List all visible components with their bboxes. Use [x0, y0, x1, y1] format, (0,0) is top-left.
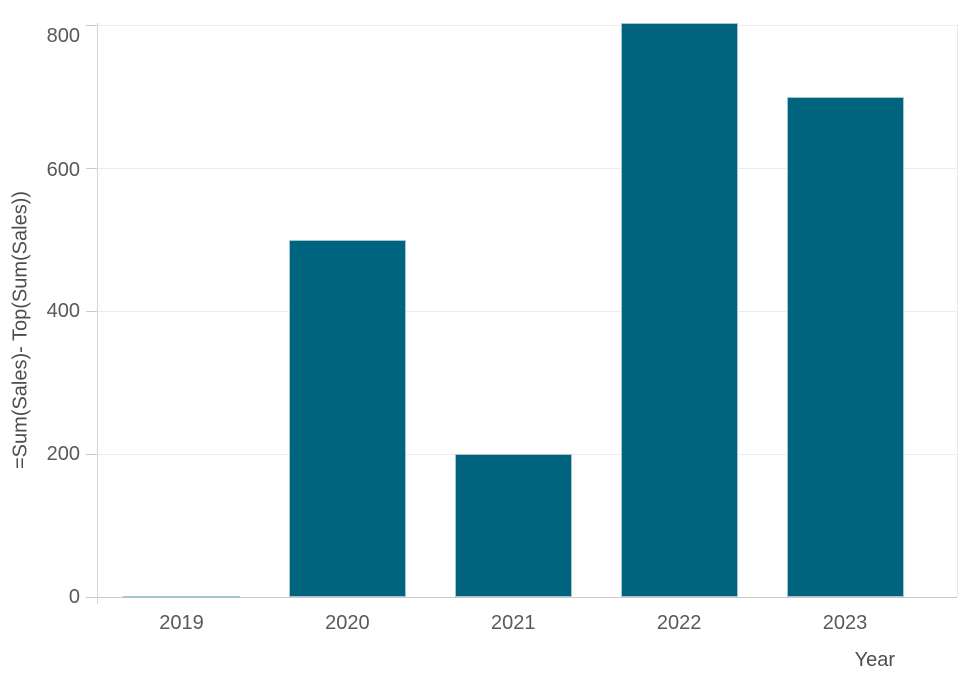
x-tick-label-2021[interactable]: 2021 — [491, 612, 536, 634]
y-axis-tick-200 — [86, 454, 97, 455]
y-tick-label-200: 200 — [46, 443, 80, 465]
bar-2022[interactable] — [620, 22, 738, 597]
bar-2019[interactable] — [123, 595, 240, 598]
bar-2020[interactable] — [288, 239, 406, 597]
x-tick-label-2022[interactable]: 2022 — [656, 612, 702, 634]
bar-2023[interactable] — [786, 96, 904, 597]
y-axis-line — [97, 23, 98, 604]
x-axis-title: Year — [854, 649, 895, 671]
y-tick-label-0: 0 — [68, 586, 80, 608]
gridline-0 — [97, 597, 957, 598]
gridline-800 — [97, 25, 957, 26]
y-axis-tick-0 — [86, 597, 97, 598]
y-tick-label-400: 400 — [46, 300, 80, 322]
y-tick-label-600: 600 — [46, 159, 80, 181]
y-axis-tick-400 — [86, 311, 97, 312]
x-tick-label-2019[interactable]: 2019 — [159, 612, 204, 634]
y-tick-label-800: 800 — [46, 25, 80, 47]
gridline-400 — [97, 311, 957, 312]
gridline-600 — [97, 168, 957, 169]
y-axis-title: =Sum(Sales)- Top(Sum(Sales)) — [9, 190, 32, 470]
y-axis-tick-600 — [86, 168, 97, 169]
plot-right-border — [957, 23, 958, 597]
x-tick-label-2023[interactable]: 2023 — [822, 612, 868, 634]
x-tick-label-2020[interactable]: 2020 — [325, 612, 370, 634]
bar-2021[interactable] — [454, 454, 572, 597]
y-axis-tick-800 — [86, 25, 97, 26]
